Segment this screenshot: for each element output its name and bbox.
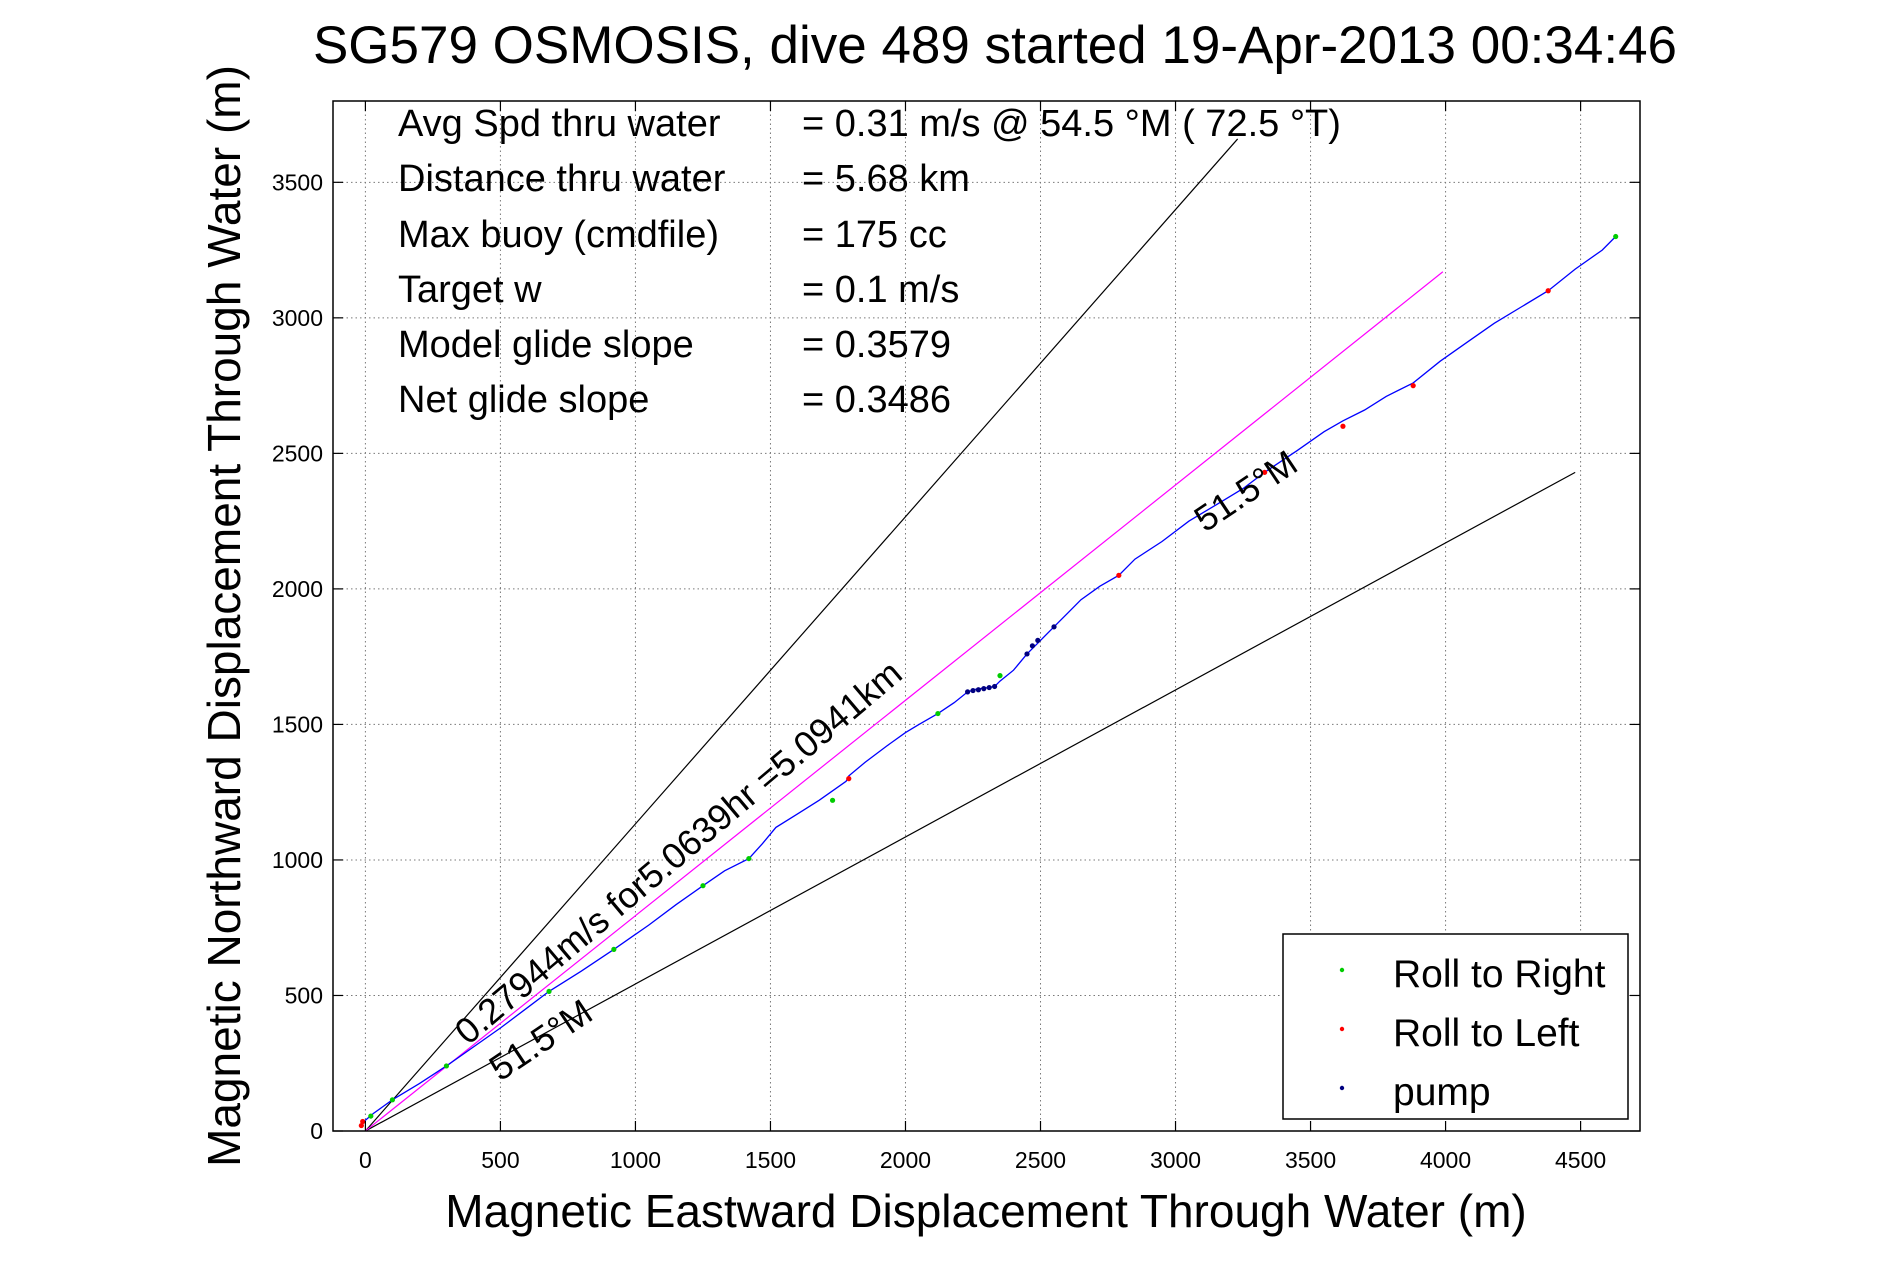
reference-line-0	[364, 138, 1239, 1131]
stat-value-2: = 175 cc	[802, 214, 947, 256]
marker-roll-to-right	[389, 1097, 396, 1103]
marker-roll-to-left	[1545, 288, 1551, 294]
marker-pump	[964, 689, 971, 695]
x-tick-label: 3000	[1150, 1147, 1201, 1173]
marker-pump	[1024, 651, 1030, 657]
axis-ticks: 0 500 1000 1500 2000 2500 3000 3500 4000 4500 0 500…	[272, 101, 1640, 1173]
x-tick-label: 3500	[1285, 1147, 1336, 1173]
marker-roll-to-right	[829, 797, 836, 803]
y-tick-label: 1000	[272, 847, 323, 873]
stat-value-3: = 0.1 m/s	[802, 269, 959, 311]
stat-value-4: = 0.3579	[802, 324, 951, 366]
reference-line-2	[365, 271, 1444, 1131]
stat-value-0: = 0.31 m/s @ 54.5 °M ( 72.5 °T)	[802, 103, 1341, 145]
marker-roll-to-left	[1262, 469, 1268, 475]
marker-roll-to-left	[1116, 572, 1122, 578]
legend-label-roll-to-right: Roll to Right	[1393, 953, 1606, 996]
y-tick-label: 1500	[272, 711, 323, 737]
marker-roll-to-left	[1410, 383, 1416, 389]
markers	[358, 233, 1619, 1129]
stat-value-1: = 5.68 km	[802, 158, 970, 200]
plot-frame	[332, 100, 1641, 1132]
y-tick-label: 3500	[272, 169, 323, 195]
x-axis-label: Magnetic Eastward Displacement Through W…	[445, 1185, 1526, 1237]
y-axis-label: Magnetic Northward Displacement Through …	[198, 65, 250, 1167]
stat-label-2: Max buoy (cmdfile)	[398, 214, 719, 256]
stat-label-0: Avg Spd thru water	[398, 103, 721, 145]
reference-lines	[364, 138, 1576, 1131]
stat-label-3: Target w	[398, 269, 542, 311]
marker-pump	[992, 683, 998, 690]
x-tick-label: 2500	[1015, 1147, 1066, 1173]
marker-roll-to-left	[360, 1118, 366, 1125]
y-tick-label: 500	[285, 982, 323, 1008]
x-tick-label: 500	[481, 1147, 519, 1173]
marker-pump	[1035, 637, 1041, 643]
stats-block: Avg Spd thru water = 0.31 m/s @ 54.5 °M …	[398, 103, 1341, 421]
marker-roll-to-left	[358, 1122, 364, 1129]
legend-label-roll-to-left: Roll to Left	[1393, 1012, 1580, 1055]
x-tick-label: 0	[359, 1147, 372, 1173]
marker-roll-to-right	[935, 710, 941, 717]
legend-marker-pump	[1339, 1085, 1345, 1091]
marker-roll-to-left	[846, 776, 852, 782]
y-tick-label: 0	[310, 1118, 323, 1144]
x-tick-label: 2000	[880, 1147, 931, 1173]
y-tick-label: 2000	[272, 576, 323, 602]
x-tick-label: 1000	[610, 1147, 661, 1173]
marker-pump	[981, 686, 987, 692]
marker-roll-to-right	[443, 1063, 450, 1069]
marker-pump	[970, 687, 976, 694]
marker-roll-to-right	[368, 1113, 374, 1119]
reference-line-1	[365, 471, 1576, 1131]
marker-roll-to-right	[746, 855, 752, 862]
legend-label-pump: pump	[1393, 1071, 1491, 1114]
legend-marker-roll-to-left	[1339, 1026, 1345, 1032]
stat-label-4: Model glide slope	[398, 324, 694, 366]
track-line	[360, 236, 1617, 1125]
marker-pump	[986, 684, 992, 691]
marker-roll-to-left	[1340, 423, 1346, 429]
x-tick-label: 4000	[1420, 1147, 1471, 1173]
stat-label-5: Net glide slope	[398, 379, 649, 421]
marker-roll-to-right	[611, 946, 617, 952]
y-tick-label: 3000	[272, 305, 323, 331]
chart-title: SG579 OSMOSIS, dive 489 started 19-Apr-2…	[313, 16, 1677, 75]
marker-pump	[1029, 643, 1036, 649]
marker-roll-to-right	[997, 673, 1003, 679]
legend-marker-roll-to-right	[1339, 967, 1345, 973]
marker-pump	[975, 687, 981, 693]
marker-roll-to-right	[546, 988, 552, 995]
marker-roll-to-right	[700, 883, 706, 889]
stat-label-1: Distance thru water	[398, 158, 726, 200]
stat-value-5: = 0.3486	[802, 379, 951, 421]
x-tick-label: 1500	[745, 1147, 796, 1173]
legend: Roll to Right Roll to Left pump	[1282, 933, 1629, 1120]
marker-roll-to-right	[1613, 233, 1619, 240]
y-tick-label: 2500	[272, 440, 323, 466]
marker-pump	[1051, 624, 1057, 630]
track	[360, 236, 1617, 1125]
grid	[333, 101, 1640, 1132]
x-tick-label: 4500	[1555, 1147, 1606, 1173]
